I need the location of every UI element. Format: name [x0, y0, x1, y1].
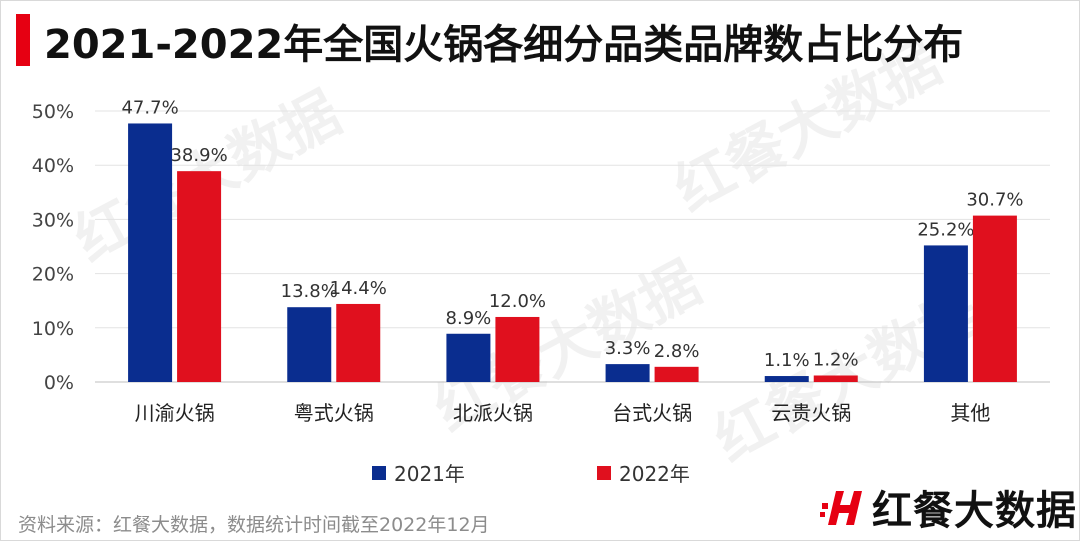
legend-swatch-2022 [597, 465, 611, 480]
data-label: 25.2% [917, 219, 974, 240]
bar-2022 [654, 366, 699, 382]
x-tick-label: 北派火锅 [453, 401, 533, 425]
data-label: 1.1% [764, 350, 810, 371]
bar-2022 [336, 303, 381, 382]
y-tick-label: 50% [32, 101, 74, 123]
bar-2022 [177, 171, 222, 382]
y-tick-label: 30% [32, 209, 74, 231]
bar-2021 [764, 376, 809, 382]
title-accent-bar [16, 14, 30, 66]
y-tick-label: 20% [32, 264, 74, 286]
hongcan-h-logo-icon [820, 491, 862, 525]
data-label: 8.9% [446, 308, 492, 329]
x-tick-label: 台式火锅 [612, 401, 692, 425]
brand-name: 红餐大数据 [872, 488, 1077, 534]
bar-2022 [813, 375, 858, 382]
legend-label-2021: 2021年 [394, 462, 465, 486]
legend-label-2022: 2022年 [619, 462, 690, 486]
chart-title: 2021-2022年全国火锅各细分品类品牌数占比分布 [44, 22, 964, 68]
y-tick-label: 40% [32, 155, 74, 177]
brand-logo: 红餐大数据 [820, 478, 1077, 536]
data-label: 1.2% [813, 349, 859, 370]
x-tick-label: 粤式火锅 [294, 401, 374, 425]
data-label: 13.8% [281, 281, 338, 302]
data-label: 3.3% [605, 338, 651, 359]
x-tick-label: 云贵火锅 [771, 401, 851, 425]
x-tick-label: 川渝火锅 [135, 401, 215, 425]
bar-2022 [495, 316, 540, 382]
legend-item-2021: 2021年 [372, 458, 465, 487]
bar-2022 [972, 215, 1017, 382]
y-tick-label: 0% [44, 372, 74, 394]
source-note: 资料来源：红餐大数据，数据统计时间截至2022年12月 [18, 514, 490, 536]
data-label: 38.9% [170, 145, 227, 166]
x-tick-label: 其他 [950, 401, 990, 425]
bar-2021 [923, 245, 968, 382]
data-label: 2.8% [654, 341, 700, 362]
bar-2021 [605, 364, 650, 382]
legend-swatch-2021 [372, 465, 386, 480]
data-label: 12.0% [489, 291, 546, 312]
bar-2021 [287, 307, 332, 382]
data-label: 47.7% [121, 97, 178, 118]
bar-2021 [128, 123, 173, 382]
data-label: 14.4% [330, 278, 387, 299]
legend-item-2022: 2022年 [597, 458, 690, 487]
bar-2021 [446, 333, 491, 382]
y-tick-label: 10% [32, 318, 74, 340]
data-label: 30.7% [966, 190, 1023, 211]
